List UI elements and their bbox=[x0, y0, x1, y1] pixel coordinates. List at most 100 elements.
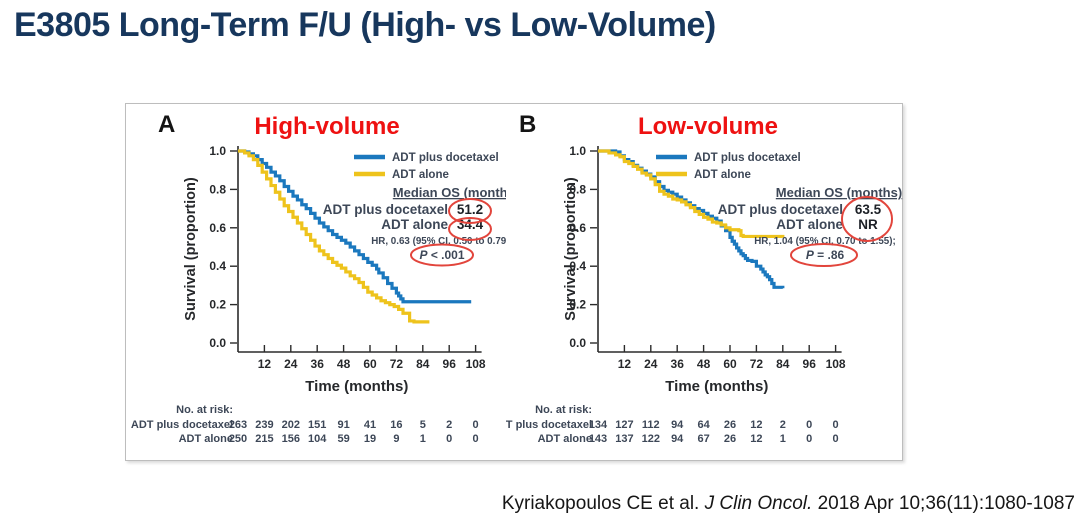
risk-value: 0 bbox=[833, 419, 839, 431]
risk-row-label: ADT alone bbox=[179, 433, 233, 445]
x-tick-label: 96 bbox=[443, 357, 457, 371]
y-axis-title: Survival (proportion) bbox=[183, 177, 199, 321]
highlight-ellipse bbox=[448, 217, 492, 241]
y-tick-label: 0.0 bbox=[569, 336, 586, 350]
risk-value: 16 bbox=[390, 419, 402, 431]
figure-panel: 1.0 0.8 0.6 0.4 0.2 0.0 12 24 36 48 60 72 84 96 108 Sur… bbox=[125, 103, 903, 461]
x-tick-label: 72 bbox=[750, 357, 764, 371]
risk-value: 26 bbox=[724, 419, 736, 431]
survival-curve-docetaxel bbox=[238, 149, 472, 304]
p-value-text: P = .86 bbox=[806, 248, 845, 262]
risk-value: 5 bbox=[420, 419, 426, 431]
risk-value: 12 bbox=[750, 419, 762, 431]
risk-value: 1 bbox=[420, 433, 426, 445]
x-tick-label: 48 bbox=[697, 357, 711, 371]
x-tick-label: 72 bbox=[390, 357, 404, 371]
y-tick-label: 0.4 bbox=[209, 259, 226, 273]
x-tick-label: 36 bbox=[311, 357, 325, 371]
stat-row-label: ADT plus docetaxel bbox=[718, 202, 843, 217]
stat-row-label: ADT alone bbox=[381, 217, 448, 232]
risk-value: 0 bbox=[473, 419, 479, 431]
median-os-header: Median OS (months) bbox=[393, 185, 506, 200]
stat-row-value: NR bbox=[858, 217, 878, 232]
risk-value: 41 bbox=[364, 419, 376, 431]
panel-title-high-volume: High-volume bbox=[254, 113, 400, 140]
risk-value: 0 bbox=[473, 433, 479, 445]
median-os-header: Median OS (months) bbox=[776, 185, 902, 200]
risk-value: 0 bbox=[806, 419, 812, 431]
risk-value: 2 bbox=[446, 419, 452, 431]
risk-value: 137 bbox=[615, 433, 633, 445]
risk-value: 67 bbox=[697, 433, 709, 445]
risk-row-label: ADT alone bbox=[538, 433, 592, 445]
y-tick-label: 0.6 bbox=[209, 221, 226, 235]
highlight-ellipse bbox=[790, 243, 858, 267]
panel-letter-a: A bbox=[158, 111, 176, 138]
risk-value: 59 bbox=[337, 433, 349, 445]
x-tick-label: 108 bbox=[466, 357, 486, 371]
x-tick-label: 60 bbox=[363, 357, 377, 371]
risk-value: 9 bbox=[393, 433, 399, 445]
km-chart-low-volume: 1.00.80.60.40.20.012 24 36 48 60 72 84 96 108Sur… bbox=[506, 144, 902, 445]
km-chart-high-volume: 1.00.80.60.40.20.012 24 36 48 60 72 84 96 108Sur… bbox=[131, 144, 506, 445]
risk-value: 134 bbox=[589, 419, 608, 431]
y-axis-title: Survival (proportion) bbox=[563, 177, 579, 321]
risk-value: 151 bbox=[308, 419, 326, 431]
x-axis-title: Time (months) bbox=[665, 378, 768, 395]
stat-row-value: 63.5 bbox=[855, 202, 882, 217]
risk-row-label: ADT plus docetaxel bbox=[131, 419, 233, 431]
risk-row-label: ADT plus docetaxel bbox=[506, 419, 592, 431]
p-value-text: P < .001 bbox=[419, 248, 464, 262]
panel-letter-b: B bbox=[519, 111, 537, 138]
risk-value: 19 bbox=[364, 433, 376, 445]
y-tick-label: 1.0 bbox=[569, 144, 586, 158]
risk-value: 0 bbox=[833, 433, 839, 445]
x-tick-label: 24 bbox=[644, 357, 658, 371]
risk-value: 143 bbox=[589, 433, 607, 445]
hazard-ratio-text: HR, 0.63 (95% CI, 0.50 to 0.79); bbox=[371, 236, 506, 247]
stat-row-label: ADT plus docetaxel bbox=[323, 202, 448, 217]
x-tick-label: 12 bbox=[618, 357, 632, 371]
x-tick-label: 84 bbox=[416, 357, 430, 371]
legend-label: ADT alone bbox=[392, 169, 449, 181]
risk-value: 94 bbox=[671, 419, 684, 431]
risk-value: 94 bbox=[671, 433, 684, 445]
risk-value: 122 bbox=[642, 433, 660, 445]
risk-value: 26 bbox=[724, 433, 736, 445]
x-tick-label: 36 bbox=[671, 357, 685, 371]
y-tick-label: 0.8 bbox=[569, 182, 586, 196]
stat-row-value: 51.2 bbox=[457, 202, 483, 217]
x-tick-label: 12 bbox=[258, 357, 272, 371]
survival-curve-adt-alone bbox=[598, 149, 785, 239]
risk-value: 0 bbox=[806, 433, 812, 445]
slide-title: E3805 Long-Term F/U (High- vs Low-Volume… bbox=[14, 6, 716, 44]
citation-authors: Kyriakopoulos CE et al. bbox=[501, 493, 705, 514]
risk-table-header: No. at risk: bbox=[535, 404, 592, 416]
citation-journal: J Clin Oncol. bbox=[704, 493, 813, 514]
hazard-ratio-text: HR, 1.04 (95% CI, 0.70 to 1.55); bbox=[754, 236, 896, 247]
risk-value: 112 bbox=[642, 419, 660, 431]
y-tick-label: 1.0 bbox=[209, 144, 226, 158]
y-tick-label: 0.2 bbox=[209, 298, 226, 312]
risk-value: 2 bbox=[780, 419, 786, 431]
km-panel-high-volume: 1.0 0.8 0.6 0.4 0.2 0.0 12 24 36 48 60 72 84 96 108 Sur… bbox=[126, 104, 506, 460]
risk-value: 1 bbox=[780, 433, 786, 445]
legend-label: ADT plus docetaxel bbox=[694, 152, 801, 164]
risk-value: 250 bbox=[229, 433, 247, 445]
highlight-ellipse bbox=[841, 196, 893, 242]
risk-value: 91 bbox=[337, 419, 349, 431]
risk-value: 263 bbox=[229, 419, 247, 431]
risk-value: 104 bbox=[308, 433, 327, 445]
x-tick-label: 60 bbox=[723, 357, 737, 371]
stat-row-value: 34.4 bbox=[457, 217, 484, 232]
citation: Kyriakopoulos CE et al. J Clin Oncol. 20… bbox=[502, 493, 1075, 515]
y-tick-label: 0.2 bbox=[569, 298, 586, 312]
stat-row-label: ADT alone bbox=[776, 217, 843, 232]
highlight-ellipse bbox=[448, 198, 492, 224]
x-tick-label: 48 bbox=[337, 357, 351, 371]
risk-value: 215 bbox=[255, 433, 273, 445]
risk-value: 12 bbox=[750, 433, 762, 445]
risk-table-header: No. at risk: bbox=[176, 404, 233, 416]
risk-value: 64 bbox=[697, 419, 710, 431]
survival-curve-adt-alone bbox=[238, 149, 430, 324]
